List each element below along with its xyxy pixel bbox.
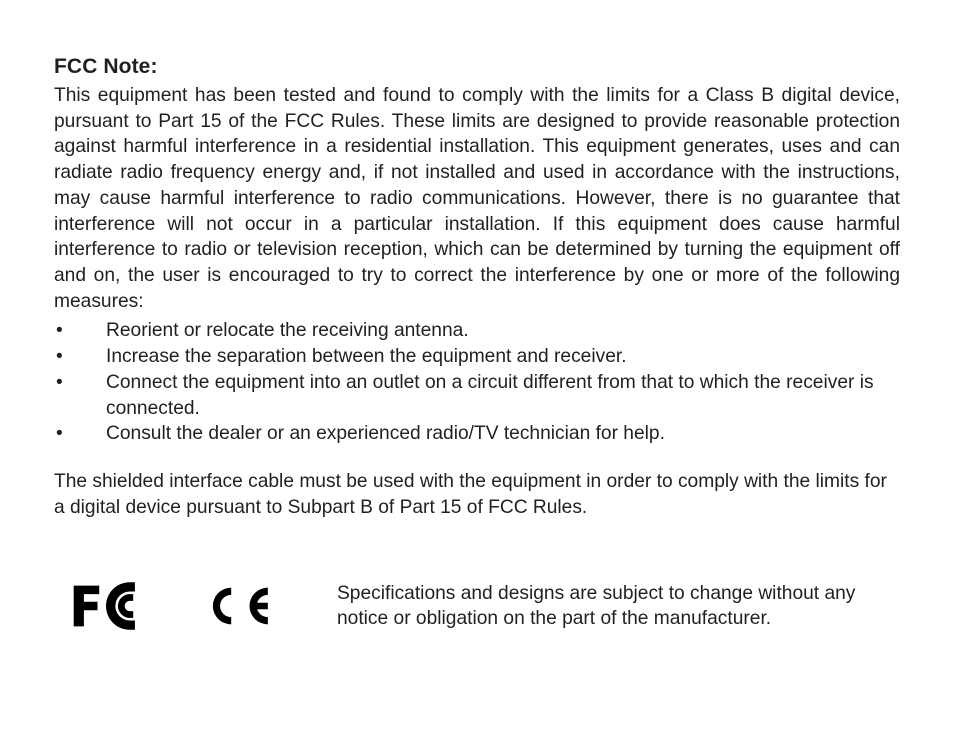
fcc-logo-icon [72,582,157,630]
list-item: • Reorient or relocate the receiving ant… [54,318,900,344]
bullet-icon: • [54,421,106,447]
list-item-text: Reorient or relocate the receiving anten… [106,318,900,344]
bullet-icon: • [54,370,106,396]
list-item: • Connect the equipment into an outlet o… [54,370,900,421]
measures-list: • Reorient or relocate the receiving ant… [54,318,900,447]
bullet-icon: • [54,344,106,370]
bullet-icon: • [54,318,106,344]
footer-note: Specifications and designs are subject t… [337,581,857,632]
list-item-text: Connect the equipment into an outlet on … [106,370,900,421]
closing-paragraph: The shielded interface cable must be use… [54,469,900,520]
ce-logo-icon [205,582,277,630]
footer-row: Specifications and designs are subject t… [54,581,900,632]
intro-paragraph: This equipment has been tested and found… [54,83,900,314]
logos-group [72,582,277,630]
list-item-text: Consult the dealer or an experienced rad… [106,421,900,447]
document-page: FCC Note: This equipment has been tested… [0,0,954,672]
list-item: • Consult the dealer or an experienced r… [54,421,900,447]
list-item-text: Increase the separation between the equi… [106,344,900,370]
list-item: • Increase the separation between the eq… [54,344,900,370]
heading-fcc-note: FCC Note: [54,55,900,79]
